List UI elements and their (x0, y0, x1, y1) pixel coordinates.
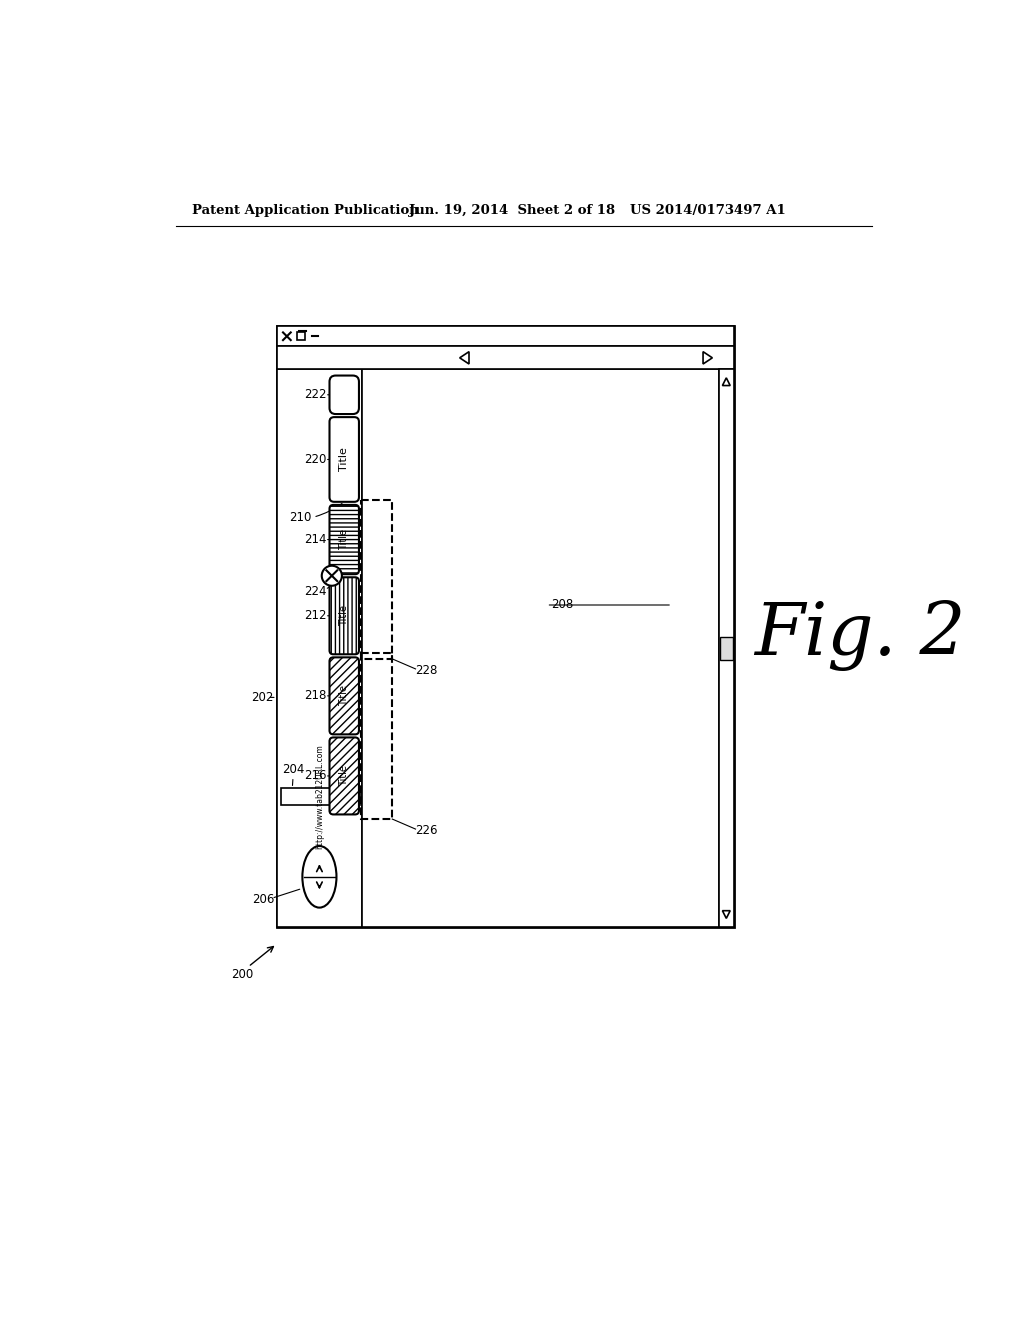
Text: 210: 210 (290, 511, 311, 524)
Bar (719, 370, 734, 927)
Text: 212: 212 (304, 610, 327, 622)
Text: Patent Application Publication: Patent Application Publication (191, 205, 418, 218)
Bar (362, 370, 719, 927)
Text: http://www.tab212URL.com: http://www.tab212URL.com (315, 744, 325, 849)
Text: 204: 204 (282, 763, 304, 776)
Text: 224: 224 (304, 585, 327, 598)
FancyBboxPatch shape (330, 738, 359, 814)
Text: 226: 226 (416, 824, 438, 837)
Bar (281, 788, 359, 805)
FancyBboxPatch shape (330, 577, 359, 655)
FancyBboxPatch shape (330, 376, 359, 414)
Bar (720, 636, 732, 660)
Text: US 2014/0173497 A1: US 2014/0173497 A1 (630, 205, 786, 218)
Bar (276, 326, 734, 346)
Text: 200: 200 (231, 968, 254, 981)
Text: Title: Title (339, 606, 349, 626)
Text: Title: Title (339, 766, 349, 787)
Text: 202: 202 (251, 690, 273, 704)
Text: Title: Title (339, 529, 349, 550)
Text: 206: 206 (253, 894, 274, 907)
Bar (361, 500, 392, 659)
FancyBboxPatch shape (330, 417, 359, 502)
Circle shape (322, 566, 342, 586)
Text: Title: Title (339, 447, 349, 471)
Text: 220: 220 (304, 453, 327, 466)
Bar (361, 653, 392, 818)
Text: 216: 216 (304, 770, 327, 783)
Text: 214: 214 (304, 533, 327, 546)
Text: 218: 218 (304, 689, 327, 702)
Bar (276, 346, 734, 370)
Text: Jun. 19, 2014  Sheet 2 of 18: Jun. 19, 2014 Sheet 2 of 18 (409, 205, 614, 218)
Bar (276, 326, 734, 927)
Text: 208: 208 (551, 598, 573, 611)
FancyBboxPatch shape (330, 657, 359, 734)
Bar (276, 370, 362, 927)
Bar (297, 333, 305, 341)
Text: Fig. 2: Fig. 2 (755, 601, 966, 672)
FancyBboxPatch shape (330, 506, 359, 574)
Text: 222: 222 (304, 388, 327, 401)
Text: 228: 228 (416, 664, 438, 677)
Text: Title: Title (339, 685, 349, 706)
